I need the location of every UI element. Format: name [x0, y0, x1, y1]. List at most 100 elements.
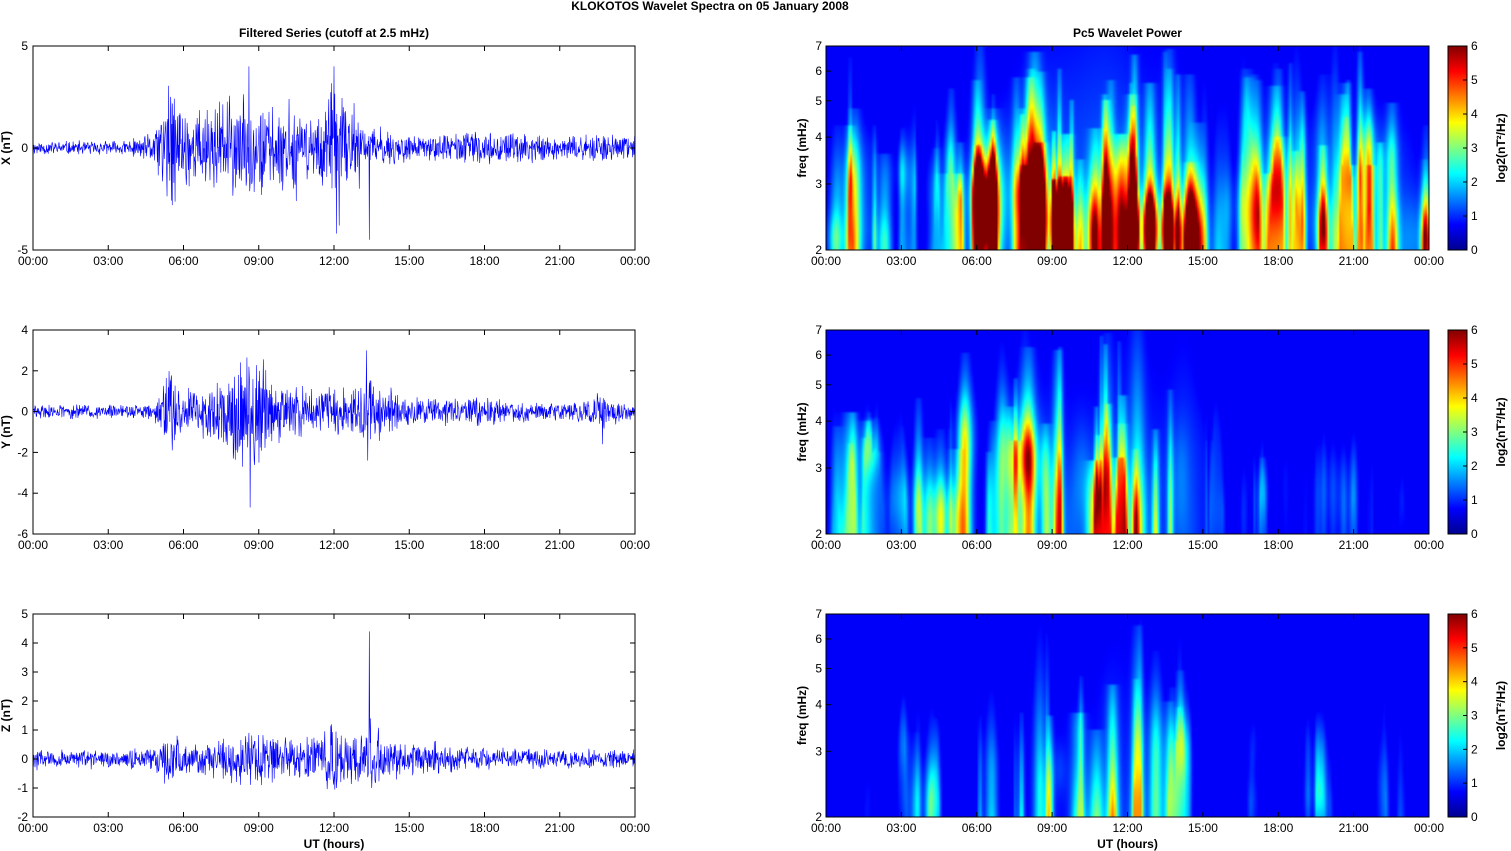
series-x-ytick-label: 0: [21, 141, 28, 155]
colorbar-wz-tick-label: 1: [1471, 776, 1478, 790]
series-z-xlabel: UT (hours): [304, 837, 365, 851]
colorbar-wz-tick-label: 2: [1471, 742, 1478, 756]
series-y-xtick-label: 00:00: [18, 538, 48, 552]
colorbar-wy-tick-label: 6: [1471, 323, 1478, 337]
series-y-ylabel: Y (nT): [0, 415, 13, 449]
series-y-ytick-label: 4: [21, 323, 28, 337]
wavelet-wz-xtick-label: 00:00: [811, 821, 841, 835]
series-x-ytick-label: -5: [17, 243, 28, 257]
wavelet-plot-title: Pc5 Wavelet Power: [1073, 26, 1182, 40]
colorbar-wx-tick-label: 3: [1471, 141, 1478, 155]
series-plot-title: Filtered Series (cutoff at 2.5 mHz): [239, 26, 429, 40]
colorbar-wy: 0 1 2 3 4 5 6 log2(nT²/Hz): [1447, 323, 1508, 541]
series-z-ytick-label: 0: [21, 752, 28, 766]
series-z-trace: [32, 631, 636, 790]
series-y-ytick-label: -2: [17, 445, 28, 459]
series-z-xtick-label: 03:00: [93, 821, 123, 835]
wavelet-wy-xtick-label: 00:00: [1414, 538, 1444, 552]
series-z-xtick-label: 21:00: [545, 821, 575, 835]
wavelet-wx-ytick-label: 5: [815, 94, 822, 108]
wavelet-wy-xtick-label: 18:00: [1263, 538, 1293, 552]
wavelet-wy-ytick-label: 4: [815, 414, 822, 428]
series-x-ytick-label: 5: [21, 39, 28, 53]
colorbar-wy-tick-label: 0: [1471, 527, 1478, 541]
series-z-ytick-label: 5: [21, 607, 28, 621]
wavelet-plot-wx: 2 3 4 5 6 7: [815, 39, 1430, 257]
series-x-xtick-label: 21:00: [545, 254, 575, 268]
wavelet-plot-wz: 2 3 4 5 6 7: [815, 607, 1430, 824]
colorbar-wz-tick-label: 6: [1471, 607, 1478, 621]
series-x-xtick-label: 18:00: [469, 254, 499, 268]
series-plot-x: -5 0 5: [17, 39, 636, 257]
wavelet-wx-xtick-label: 00:00: [1414, 254, 1444, 268]
wavelet-wy-xtick-label: 00:00: [811, 538, 841, 552]
wavelet-wx-xtick-label: 03:00: [886, 254, 916, 268]
wavelet-wz-ytick-label: 3: [815, 744, 822, 758]
series-x-xtick-label: 06:00: [168, 254, 198, 268]
series-x-xtick-label: 03:00: [93, 254, 123, 268]
colorbar-wx: 0 1 2 3 4 5 6 log2(nT²/Hz): [1447, 39, 1508, 257]
series-z-xtick-label: 15:00: [394, 821, 424, 835]
series-z-ytick-label: 4: [21, 636, 28, 650]
series-y-xtick-label: 03:00: [93, 538, 123, 552]
wavelet-wx-ytick-label: 4: [815, 130, 822, 144]
wavelet-wy-ytick-label: 6: [815, 348, 822, 362]
wavelet-wy-xtick-label: 06:00: [962, 538, 992, 552]
series-z-xtick-label: 12:00: [319, 821, 349, 835]
series-y-xtick-label: 00:00: [620, 538, 650, 552]
series-x-xtick-label: 15:00: [394, 254, 424, 268]
series-y-ytick-label: 2: [21, 364, 28, 378]
series-z-ylabel: Z (nT): [0, 699, 13, 732]
wavelet-wy-ytick-label: 7: [815, 323, 822, 337]
series-y-trace: [32, 350, 636, 508]
wavelet-wx-ytick-label: 3: [815, 177, 822, 191]
wavelet-wy-ylabel: freq (mHz): [795, 402, 809, 461]
wavelet-wx-xtick-label: 06:00: [962, 254, 992, 268]
wavelet-wz-ytick-label: 7: [815, 607, 822, 621]
wavelet-wy-xtick-label: 15:00: [1188, 538, 1218, 552]
series-y-xtick-label: 21:00: [545, 538, 575, 552]
wavelet-plot-wy: 2 3 4 5 6 7: [815, 323, 1430, 541]
wavelet-wz-xtick-label: 21:00: [1339, 821, 1369, 835]
wavelet-wx-ytick-label: 6: [815, 64, 822, 78]
series-z-ytick-label: 1: [21, 723, 28, 737]
series-y-ytick-label: 0: [21, 405, 28, 419]
series-y-xtick-label: 12:00: [319, 538, 349, 552]
colorbar-wy-tick-label: 5: [1471, 357, 1478, 371]
series-x-xtick-label: 12:00: [319, 254, 349, 268]
series-z-xtick-label: 09:00: [244, 821, 274, 835]
wavelet-wx-xtick-label: 15:00: [1188, 254, 1218, 268]
series-y-xtick-label: 06:00: [168, 538, 198, 552]
wavelet-wx-xtick-label: 12:00: [1112, 254, 1142, 268]
colorbar-wz-tick-label: 3: [1471, 709, 1478, 723]
series-z-xtick-label: 00:00: [18, 821, 48, 835]
wavelet-wx-ytick-label: 7: [815, 39, 822, 53]
series-x-xtick-label: 00:00: [18, 254, 48, 268]
series-x-trace: [32, 66, 636, 240]
wavelet-wz-xtick-label: 03:00: [886, 821, 916, 835]
wavelet-wz-xtick-label: 15:00: [1188, 821, 1218, 835]
wavelet-wz-ytick-label: 5: [815, 662, 822, 676]
wavelet-wy-xtick-label: 09:00: [1037, 538, 1067, 552]
wavelet-wz-xtick-label: 00:00: [1414, 821, 1444, 835]
colorbar-wz-label: log2(nT²/Hz): [1494, 681, 1508, 750]
colorbar-wy-tick-label: 1: [1471, 493, 1478, 507]
colorbar-wx-tick-label: 1: [1471, 209, 1478, 223]
colorbar-wy-label: log2(nT²/Hz): [1494, 397, 1508, 466]
wavelet-wz-power-image: [826, 614, 1429, 817]
wavelet-wz-xlabel: UT (hours): [1097, 837, 1158, 851]
series-z-xtick-label: 06:00: [168, 821, 198, 835]
colorbar-wx-tick-label: 6: [1471, 39, 1478, 53]
wavelet-wy-ytick-label: 3: [815, 461, 822, 475]
series-x-xtick-label: 00:00: [620, 254, 650, 268]
colorbar-wx-label: log2(nT²/Hz): [1494, 113, 1508, 182]
wavelet-wy-ytick-label: 2: [815, 527, 822, 541]
colorbar-wz-tick-label: 0: [1471, 810, 1478, 824]
wavelet-wy-xtick-label: 12:00: [1112, 538, 1142, 552]
colorbar-wx-tick-label: 2: [1471, 175, 1478, 189]
wavelet-wy-ytick-label: 5: [815, 378, 822, 392]
wavelet-wx-xtick-label: 21:00: [1339, 254, 1369, 268]
series-z-ytick-label: -2: [17, 810, 28, 824]
